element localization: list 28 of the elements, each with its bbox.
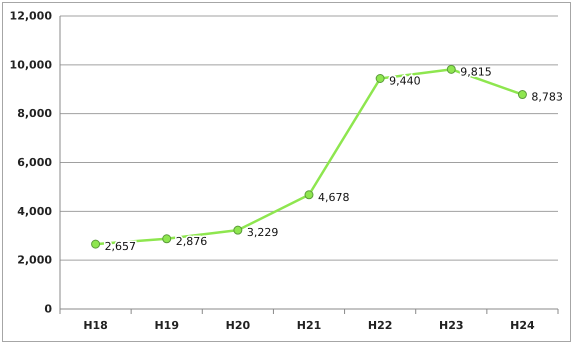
point [446, 64, 456, 74]
data-label: 3,229 [246, 226, 278, 240]
y-tick-label: 10,000 [10, 58, 52, 72]
data-label: 2,657 [104, 240, 136, 254]
x-tick-label: H21 [296, 318, 322, 332]
data-label: 2,876 [176, 234, 208, 248]
y-tick-label: 6,000 [17, 156, 52, 170]
point [162, 234, 172, 244]
point [518, 90, 527, 100]
y-tick-label: 4,000 [17, 204, 52, 218]
point [91, 240, 100, 249]
x-tick-label: H24 [510, 318, 536, 332]
x-tick-label: H20 [226, 318, 250, 332]
x-tick-label: H23 [439, 318, 464, 332]
point [233, 226, 242, 235]
point [304, 190, 314, 200]
y-tick-label: 2,000 [17, 254, 52, 267]
y-tick-label: 12,000 [10, 10, 52, 23]
point [376, 74, 385, 83]
y-tick-label: 0 [44, 302, 52, 316]
data-label: 9,440 [389, 74, 421, 88]
x-tick-label: H22 [368, 318, 392, 332]
data-label: 4,678 [318, 190, 350, 204]
data-label: 9,815 [460, 65, 492, 78]
data-label: 8,783 [531, 90, 563, 104]
x-tick-label: H19 [154, 318, 179, 332]
x-tick-label: H18 [83, 318, 108, 332]
y-tick-label: 8,000 [17, 107, 52, 120]
